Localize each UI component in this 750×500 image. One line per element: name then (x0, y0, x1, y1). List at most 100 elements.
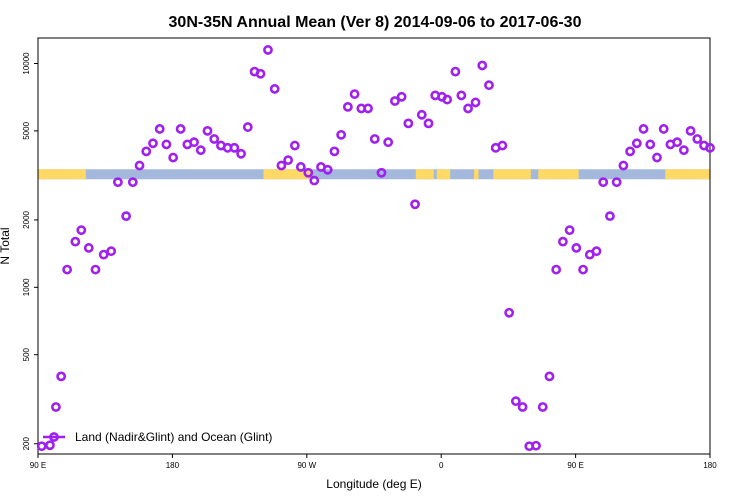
data-point (195, 145, 206, 156)
chart-title: 30N-35N Annual Mean (Ver 8) 2014-09-06 t… (169, 14, 582, 31)
data-point (692, 134, 703, 144)
data-point (558, 236, 568, 247)
data-point (631, 138, 642, 149)
data-point (106, 246, 117, 257)
data-point (70, 236, 81, 247)
data-point (121, 211, 132, 222)
data-point (463, 103, 473, 114)
data-point (611, 177, 622, 188)
data-point (645, 139, 656, 150)
data-point (148, 138, 158, 149)
land-segment (415, 169, 434, 180)
data-point (141, 146, 152, 157)
data-point (90, 264, 101, 275)
plot-frame (37, 37, 711, 455)
data-point (390, 96, 400, 106)
data-point (154, 124, 165, 134)
data-point (349, 89, 360, 99)
y-tick-label: 1000 (22, 278, 31, 296)
y-tick-label: 2000 (22, 210, 31, 228)
data-point (51, 402, 61, 412)
data-point (652, 152, 662, 163)
data-point (442, 94, 453, 105)
y-axis-label: N Total (0, 227, 12, 264)
data-point (269, 84, 280, 94)
data-point (551, 264, 562, 275)
data-point (242, 122, 253, 132)
x-axis-label: Longitude (deg E) (326, 477, 421, 491)
y-tick-label: 500 (22, 347, 31, 361)
x-axis: 90 E 180 90 W 0 90 E 180 (30, 454, 717, 470)
data-point (263, 45, 273, 55)
data-point (342, 101, 353, 112)
data-point (45, 440, 55, 451)
data-point (531, 440, 541, 451)
data-point (127, 177, 138, 188)
data-point (209, 134, 220, 144)
land-segment (436, 169, 451, 180)
x-tick-label: 90 E (567, 461, 583, 470)
data-point (229, 142, 240, 153)
data-point (517, 402, 528, 412)
legend-marker (49, 432, 59, 442)
land-segment (474, 169, 479, 180)
data-point (578, 264, 588, 275)
data-point (189, 137, 199, 148)
data-point (56, 371, 67, 382)
data-point (605, 211, 615, 222)
data-point (591, 246, 602, 257)
data-point (705, 142, 715, 153)
data-point (161, 139, 172, 150)
data-point (283, 155, 294, 166)
data-point (98, 249, 109, 260)
data-point (504, 307, 515, 318)
data-point (295, 162, 306, 172)
data-point (423, 118, 434, 129)
land-segment (665, 169, 710, 180)
y-axis: 200 500 1000 2000 5000 10000 (22, 52, 38, 450)
data-point (369, 134, 380, 144)
x-tick-label: 90 W (297, 461, 316, 470)
data-point (450, 66, 461, 77)
data-points (36, 45, 715, 452)
x-tick-label: 0 (439, 461, 444, 470)
data-point (363, 103, 373, 114)
land-segment (538, 169, 579, 180)
data-point (322, 164, 333, 175)
data-point (76, 225, 87, 236)
y-tick-label: 5000 (22, 121, 31, 139)
data-point (396, 91, 407, 102)
data-point (336, 129, 347, 140)
data-point (658, 124, 669, 134)
y-tick-label: 10000 (22, 52, 31, 75)
land-ocean-band (38, 169, 710, 180)
data-point (255, 68, 266, 79)
data-point (537, 402, 548, 412)
x-tick-label: 90 E (30, 461, 46, 470)
data-point (329, 146, 340, 157)
data-point (36, 441, 47, 452)
data-point (638, 124, 649, 134)
data-point (403, 118, 414, 129)
data-point (598, 177, 609, 188)
land-segment (493, 169, 531, 180)
data-point (470, 97, 481, 108)
data-point (112, 177, 123, 188)
data-point (544, 371, 555, 382)
data-point (202, 125, 213, 136)
data-point (672, 137, 683, 148)
land-segment (38, 169, 86, 180)
legend-label: Land (Nadir&Glint) and Ocean (Glint) (75, 430, 272, 444)
data-point (484, 80, 494, 91)
data-point (383, 137, 394, 148)
data-point (571, 243, 582, 253)
x-tick-label: 180 (166, 461, 180, 470)
data-point (678, 145, 689, 156)
data-point (410, 199, 420, 210)
ocean-band (38, 169, 710, 180)
data-point (236, 148, 246, 159)
data-point (618, 160, 629, 171)
data-point (134, 160, 145, 171)
data-point (83, 243, 94, 253)
